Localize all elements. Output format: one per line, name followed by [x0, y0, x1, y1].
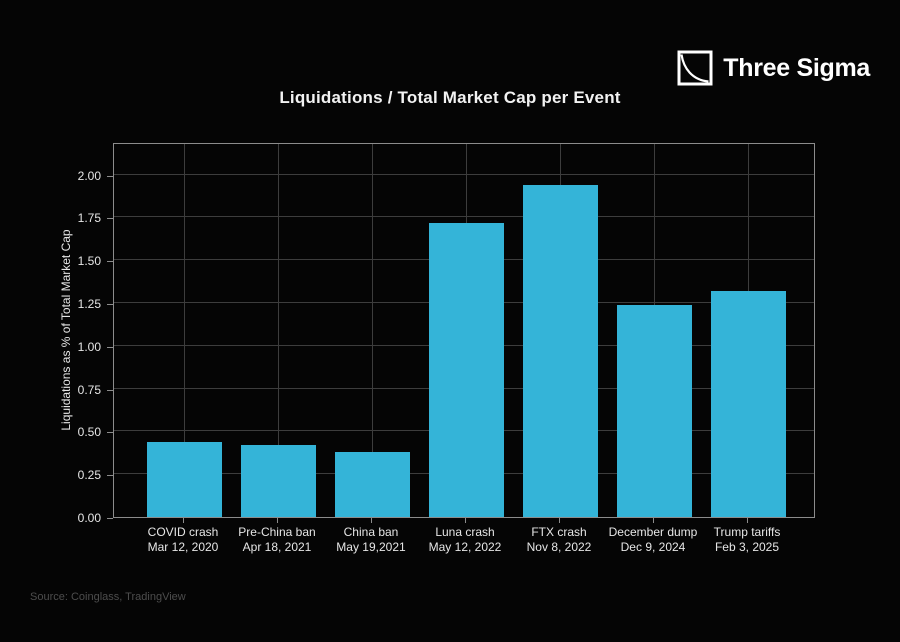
- x-tick-label: China ban May 19,2021: [291, 525, 451, 555]
- y-axis-tick: [107, 303, 113, 305]
- y-tick-label: 0.00: [77, 511, 101, 525]
- gridline-vertical: [184, 144, 185, 517]
- bar-luna-crash: [428, 222, 504, 517]
- x-tick-event-date: Dec 9, 2024: [620, 540, 686, 554]
- y-axis-tick: [107, 175, 113, 177]
- y-tick-label: 0.50: [77, 425, 101, 440]
- y-axis-tick: [107, 261, 113, 263]
- y-axis-tick: [107, 218, 113, 220]
- x-tick-event-date: Mar 12, 2020: [147, 540, 219, 554]
- x-axis-tick: [371, 518, 372, 523]
- bar-covid-crash: [146, 441, 222, 517]
- bar-china-ban: [334, 451, 410, 517]
- y-tick-label: 2.00: [77, 168, 101, 183]
- x-axis-tick: [465, 518, 466, 523]
- bar-pre-china-ban: [240, 445, 316, 517]
- decay-curve-logo-icon: [677, 50, 713, 86]
- gridline-horizontal: [114, 216, 814, 218]
- bar-ftx-crash: [522, 184, 598, 517]
- x-tick-label: FTX crash Nov 8, 2022: [479, 525, 639, 555]
- bar-december-dump: [616, 304, 692, 517]
- x-tick-label: Luna crash May 12, 2022: [385, 525, 545, 555]
- bar-trump-tariffs: [710, 291, 786, 517]
- x-axis-tick: [559, 518, 560, 523]
- x-tick-event-name: FTX crash: [531, 525, 587, 539]
- x-tick-event-name: December dump: [608, 525, 698, 539]
- plot-area: [113, 143, 815, 518]
- x-tick-event-name: Pre-China ban: [238, 525, 316, 539]
- y-tick-label: 0.25: [77, 468, 101, 483]
- x-tick-event-date: Apr 18, 2021: [242, 540, 312, 554]
- y-tick-label: 0.75: [77, 382, 101, 397]
- y-tick-label: 1.50: [77, 254, 101, 269]
- x-tick-event-name: Trump tariffs: [713, 525, 781, 539]
- x-tick-event-date: Feb 3, 2025: [714, 540, 780, 554]
- y-tick-label: 1.75: [77, 211, 101, 226]
- x-tick-event-date: May 12, 2022: [428, 540, 502, 554]
- y-axis-tick: [107, 432, 113, 434]
- gridline-horizontal: [114, 173, 814, 175]
- x-tick-label: December dump Dec 9, 2024: [573, 525, 733, 555]
- brand-name: Three Sigma: [723, 53, 870, 82]
- x-axis-tick: [747, 518, 748, 523]
- y-tick-label: 1.00: [77, 339, 101, 354]
- x-tick-event-name: COVID crash: [147, 525, 219, 539]
- source-note: Source: Coinglass, TradingView: [30, 591, 186, 603]
- x-tick-label: COVID crash Mar 12, 2020: [103, 525, 263, 555]
- x-tick-event-name: China ban: [343, 525, 399, 539]
- x-tick-label: Trump tariffs Feb 3, 2025: [667, 525, 827, 555]
- y-tick-label: 1.25: [77, 296, 101, 311]
- x-tick-event-date: May 19,2021: [336, 540, 406, 554]
- y-axis-tick: [107, 475, 113, 477]
- x-tick-label: Pre-China ban Apr 18, 2021: [197, 525, 357, 555]
- chart-title: Liquidations / Total Market Cap per Even…: [279, 88, 621, 107]
- brand-logo: Three Sigma: [677, 50, 870, 86]
- y-axis-tick: [107, 518, 113, 519]
- x-tick-event-name: Luna crash: [435, 525, 495, 539]
- y-axis-tick: [107, 389, 113, 391]
- x-axis-tick: [277, 518, 278, 523]
- x-axis-tick: [653, 518, 654, 523]
- gridline-vertical: [372, 144, 373, 517]
- gridline-vertical: [278, 144, 279, 517]
- y-axis-tick: [107, 346, 113, 348]
- x-axis-tick: [183, 518, 184, 523]
- x-tick-event-date: Nov 8, 2022: [526, 540, 592, 554]
